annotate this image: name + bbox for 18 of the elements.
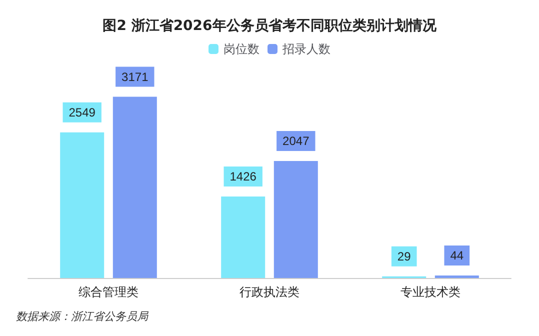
bar (274, 161, 318, 278)
source-note: 数据来源：浙江省公务员局 (16, 310, 149, 323)
chart-title: 图2 浙江省2026年公务员省考不同职位类别计划情况 (102, 18, 438, 34)
bar (221, 196, 266, 278)
legend-label: 招录人数 (282, 42, 330, 56)
x-tick-label: 行政执法类 (240, 285, 300, 299)
data-label: 3171 (122, 70, 149, 84)
x-tick-label: 专业技术类 (400, 285, 460, 299)
bar (112, 96, 157, 278)
bar (60, 132, 104, 278)
data-label: 1426 (230, 170, 257, 184)
legend-label: 岗位数 (224, 42, 260, 56)
data-label: 29 (397, 249, 412, 264)
data-label: 2549 (68, 105, 96, 120)
x-tick-label: 综合管理类 (78, 285, 138, 299)
bar (434, 275, 479, 278)
data-label: 44 (450, 248, 464, 262)
data-label: 2047 (282, 134, 310, 148)
